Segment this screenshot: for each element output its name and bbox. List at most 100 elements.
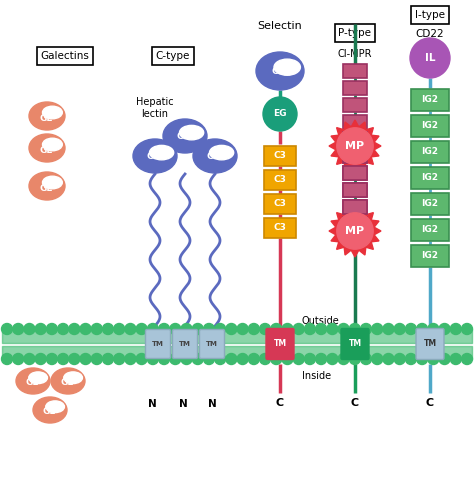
- Circle shape: [159, 324, 170, 334]
- Text: GL: GL: [26, 379, 39, 387]
- Circle shape: [349, 353, 360, 364]
- Circle shape: [192, 353, 203, 364]
- Circle shape: [361, 353, 372, 364]
- Text: GL: GL: [39, 114, 53, 122]
- Ellipse shape: [43, 106, 62, 119]
- Circle shape: [69, 324, 80, 334]
- Circle shape: [203, 353, 214, 364]
- Circle shape: [13, 324, 24, 334]
- FancyBboxPatch shape: [146, 330, 171, 359]
- FancyBboxPatch shape: [264, 218, 296, 238]
- Ellipse shape: [149, 145, 173, 160]
- Circle shape: [226, 324, 237, 334]
- Text: P-type: P-type: [338, 28, 372, 38]
- Circle shape: [304, 353, 315, 364]
- Circle shape: [80, 353, 91, 364]
- Circle shape: [147, 353, 158, 364]
- Circle shape: [383, 324, 394, 334]
- Text: GL: GL: [61, 379, 74, 387]
- Text: Galectins: Galectins: [41, 51, 90, 61]
- Circle shape: [35, 353, 46, 364]
- Ellipse shape: [29, 134, 65, 162]
- FancyBboxPatch shape: [343, 183, 367, 197]
- Text: C3: C3: [273, 224, 286, 232]
- Ellipse shape: [133, 139, 177, 173]
- Circle shape: [91, 353, 102, 364]
- Circle shape: [181, 353, 192, 364]
- Ellipse shape: [51, 368, 85, 394]
- Text: C: C: [276, 398, 284, 408]
- Circle shape: [226, 353, 237, 364]
- Text: TM: TM: [423, 340, 437, 348]
- Ellipse shape: [163, 119, 207, 153]
- Circle shape: [170, 324, 181, 334]
- Circle shape: [282, 353, 293, 364]
- Circle shape: [271, 324, 282, 334]
- Text: TM: TM: [348, 340, 362, 348]
- Circle shape: [349, 324, 360, 334]
- Circle shape: [69, 353, 80, 364]
- Text: TM: TM: [206, 341, 218, 347]
- Text: Hepatic
lectin: Hepatic lectin: [136, 97, 174, 119]
- Circle shape: [46, 353, 57, 364]
- FancyBboxPatch shape: [411, 141, 449, 163]
- FancyBboxPatch shape: [343, 81, 367, 95]
- Circle shape: [102, 353, 113, 364]
- Circle shape: [114, 324, 125, 334]
- Text: IG2: IG2: [421, 147, 438, 156]
- Circle shape: [46, 324, 57, 334]
- Circle shape: [91, 324, 102, 334]
- Ellipse shape: [43, 138, 62, 151]
- FancyBboxPatch shape: [411, 115, 449, 137]
- Text: C3: C3: [273, 175, 286, 185]
- Circle shape: [192, 324, 203, 334]
- Text: IG2: IG2: [421, 96, 438, 104]
- Circle shape: [24, 353, 35, 364]
- Ellipse shape: [64, 372, 82, 383]
- Text: EG: EG: [273, 109, 287, 119]
- Text: C3: C3: [273, 199, 286, 208]
- Circle shape: [394, 324, 405, 334]
- Text: IG2: IG2: [421, 251, 438, 260]
- FancyBboxPatch shape: [411, 219, 449, 241]
- Circle shape: [181, 324, 192, 334]
- Circle shape: [293, 324, 304, 334]
- FancyBboxPatch shape: [343, 183, 367, 197]
- Text: CL: CL: [272, 68, 284, 76]
- Circle shape: [24, 324, 35, 334]
- Circle shape: [80, 324, 91, 334]
- Circle shape: [428, 353, 439, 364]
- Circle shape: [13, 353, 24, 364]
- Circle shape: [271, 353, 282, 364]
- Circle shape: [159, 353, 170, 364]
- Circle shape: [248, 324, 259, 334]
- Circle shape: [450, 353, 461, 364]
- Circle shape: [58, 324, 69, 334]
- Circle shape: [293, 353, 304, 364]
- Text: IG2: IG2: [421, 122, 438, 131]
- FancyBboxPatch shape: [343, 217, 367, 231]
- Circle shape: [215, 353, 226, 364]
- Circle shape: [462, 324, 473, 334]
- Text: CL: CL: [146, 152, 159, 161]
- Text: CL: CL: [207, 152, 219, 161]
- FancyBboxPatch shape: [411, 167, 449, 189]
- Circle shape: [428, 324, 439, 334]
- Circle shape: [170, 353, 181, 364]
- Circle shape: [316, 324, 327, 334]
- FancyBboxPatch shape: [343, 132, 367, 146]
- Circle shape: [102, 324, 113, 334]
- Text: N: N: [179, 399, 187, 409]
- Text: IL: IL: [425, 53, 435, 63]
- Text: TM: TM: [273, 340, 287, 348]
- Circle shape: [125, 324, 136, 334]
- Circle shape: [417, 324, 428, 334]
- Text: GL: GL: [39, 184, 53, 192]
- FancyBboxPatch shape: [343, 115, 367, 129]
- Text: N: N: [208, 399, 216, 409]
- Ellipse shape: [256, 52, 304, 90]
- FancyBboxPatch shape: [264, 194, 296, 214]
- FancyBboxPatch shape: [200, 330, 225, 359]
- Circle shape: [316, 353, 327, 364]
- Text: IG2: IG2: [421, 199, 438, 208]
